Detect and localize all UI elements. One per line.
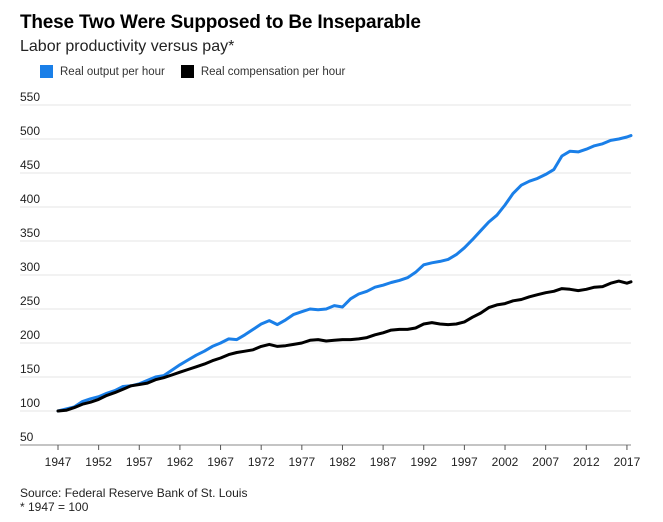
- x-tick-label: 2017: [614, 455, 641, 469]
- chart-subtitle: Labor productivity versus pay*: [20, 38, 235, 55]
- x-tick-label: 2002: [492, 455, 519, 469]
- legend-item-output: Real output per hour: [40, 65, 165, 78]
- y-tick-label: 200: [20, 328, 40, 342]
- source-text: Source: Federal Reserve Bank of St. Loui…: [20, 486, 248, 500]
- x-axis: 1947 1952 1957 1962 1967 1972 1977 1982 1987 1992…: [45, 445, 641, 469]
- x-tick-label: 1967: [207, 455, 234, 469]
- y-tick-label: 150: [20, 362, 40, 376]
- footnote-text: * 1947 = 100: [20, 500, 89, 514]
- chart-source: Source: Federal Reserve Bank of St. Loui…: [20, 486, 247, 514]
- y-tick-label: 400: [20, 192, 40, 206]
- legend-label-compensation: Real compensation per hour: [200, 65, 346, 78]
- series-line-compensation: [56, 279, 633, 413]
- series-lines: [56, 134, 633, 413]
- y-tick-label: 100: [20, 396, 40, 410]
- y-tick-label: 50: [20, 430, 34, 444]
- x-tick-label: 1977: [288, 455, 315, 469]
- y-tick-label: 350: [20, 226, 40, 240]
- y-tick-label: 550: [20, 90, 40, 104]
- y-tick-label: 500: [20, 124, 40, 138]
- y-tick-label: 300: [20, 260, 40, 274]
- y-axis: 50 100 150 200 250 300 350 400 450 500 550: [20, 90, 40, 444]
- chart-title: These Two Were Supposed to Be Inseparabl…: [20, 12, 421, 33]
- x-tick-label: 1997: [451, 455, 478, 469]
- x-tick-label: 2012: [573, 455, 600, 469]
- x-tick-label: 1982: [329, 455, 356, 469]
- x-tick-label: 2007: [532, 455, 559, 469]
- gridlines: [20, 104, 631, 446]
- x-tick-label: 1952: [85, 455, 112, 469]
- x-tick-label: 1992: [410, 455, 437, 469]
- x-tick-label: 1957: [126, 455, 153, 469]
- y-tick-label: 250: [20, 294, 40, 308]
- legend-label-output: Real output per hour: [60, 65, 165, 78]
- x-tick-label: 1972: [248, 455, 275, 469]
- x-tick-label: 1947: [45, 455, 72, 469]
- legend-item-compensation: Real compensation per hour: [180, 65, 346, 78]
- x-tick-label: 1987: [370, 455, 397, 469]
- series-line-output: [56, 134, 633, 413]
- legend-swatch-compensation: [180, 65, 194, 78]
- y-tick-label: 450: [20, 158, 40, 172]
- x-tick-label: 1962: [167, 455, 194, 469]
- legend-swatch-output: [40, 65, 53, 78]
- chart-legend: Real output per hour Real compensation p…: [40, 65, 361, 78]
